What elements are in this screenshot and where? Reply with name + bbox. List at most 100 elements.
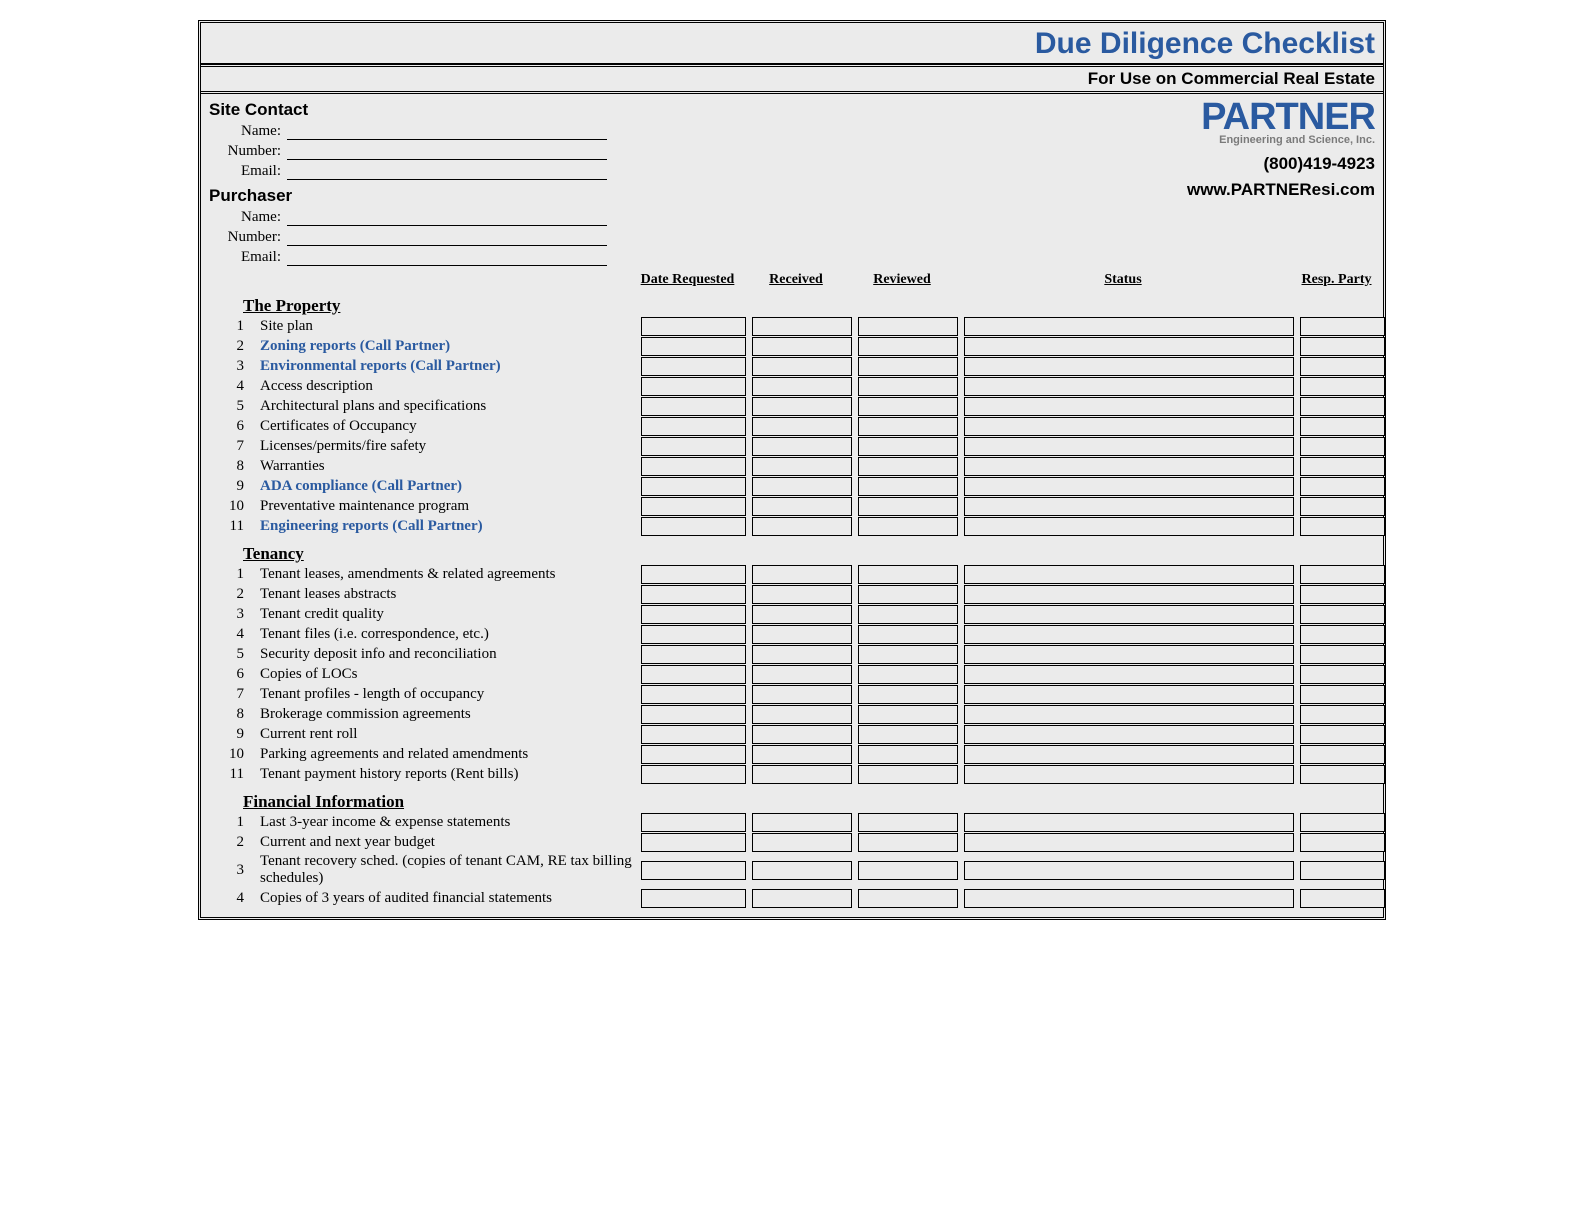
- checklist-cell[interactable]: [858, 437, 958, 456]
- checklist-cell[interactable]: [964, 833, 1294, 852]
- checklist-cell[interactable]: [858, 377, 958, 396]
- checklist-cell[interactable]: [1300, 745, 1385, 764]
- checklist-cell[interactable]: [641, 565, 746, 584]
- checklist-cell[interactable]: [964, 357, 1294, 376]
- checklist-cell[interactable]: [1300, 337, 1385, 356]
- checklist-cell[interactable]: [1300, 377, 1385, 396]
- purchaser-name-field[interactable]: [287, 208, 607, 226]
- checklist-cell[interactable]: [858, 497, 958, 516]
- checklist-cell[interactable]: [752, 357, 852, 376]
- site-contact-email-field[interactable]: [287, 162, 607, 180]
- checklist-cell[interactable]: [858, 861, 958, 880]
- checklist-cell[interactable]: [964, 497, 1294, 516]
- checklist-cell[interactable]: [752, 437, 852, 456]
- checklist-cell[interactable]: [752, 765, 852, 784]
- checklist-cell[interactable]: [641, 685, 746, 704]
- checklist-cell[interactable]: [1300, 417, 1385, 436]
- checklist-cell[interactable]: [752, 457, 852, 476]
- purchaser-email-field[interactable]: [287, 248, 607, 266]
- checklist-cell[interactable]: [641, 337, 746, 356]
- checklist-cell[interactable]: [1300, 565, 1385, 584]
- purchaser-number-field[interactable]: [287, 228, 607, 246]
- checklist-cell[interactable]: [752, 685, 852, 704]
- checklist-cell[interactable]: [752, 605, 852, 624]
- checklist-cell[interactable]: [964, 861, 1294, 880]
- checklist-cell[interactable]: [964, 517, 1294, 536]
- checklist-cell[interactable]: [641, 357, 746, 376]
- checklist-cell[interactable]: [752, 337, 852, 356]
- checklist-cell[interactable]: [1300, 517, 1385, 536]
- checklist-cell[interactable]: [752, 517, 852, 536]
- site-contact-name-field[interactable]: [287, 122, 607, 140]
- checklist-cell[interactable]: [1300, 725, 1385, 744]
- checklist-cell[interactable]: [1300, 765, 1385, 784]
- checklist-cell[interactable]: [752, 889, 852, 908]
- checklist-cell[interactable]: [641, 517, 746, 536]
- checklist-cell[interactable]: [858, 765, 958, 784]
- checklist-cell[interactable]: [641, 745, 746, 764]
- checklist-cell[interactable]: [752, 705, 852, 724]
- checklist-cell[interactable]: [858, 813, 958, 832]
- checklist-cell[interactable]: [964, 437, 1294, 456]
- checklist-cell[interactable]: [641, 417, 746, 436]
- checklist-cell[interactable]: [1300, 605, 1385, 624]
- checklist-cell[interactable]: [1300, 437, 1385, 456]
- checklist-cell[interactable]: [641, 497, 746, 516]
- checklist-cell[interactable]: [964, 457, 1294, 476]
- checklist-cell[interactable]: [752, 813, 852, 832]
- checklist-cell[interactable]: [964, 765, 1294, 784]
- checklist-cell[interactable]: [752, 861, 852, 880]
- checklist-cell[interactable]: [641, 457, 746, 476]
- checklist-cell[interactable]: [858, 705, 958, 724]
- checklist-cell[interactable]: [964, 605, 1294, 624]
- checklist-cell[interactable]: [1300, 585, 1385, 604]
- checklist-cell[interactable]: [964, 665, 1294, 684]
- checklist-cell[interactable]: [1300, 457, 1385, 476]
- checklist-cell[interactable]: [1300, 625, 1385, 644]
- checklist-cell[interactable]: [964, 813, 1294, 832]
- checklist-cell[interactable]: [641, 813, 746, 832]
- checklist-cell[interactable]: [1300, 705, 1385, 724]
- checklist-cell[interactable]: [858, 517, 958, 536]
- checklist-cell[interactable]: [641, 861, 746, 880]
- checklist-cell[interactable]: [964, 417, 1294, 436]
- checklist-cell[interactable]: [641, 437, 746, 456]
- checklist-cell[interactable]: [964, 377, 1294, 396]
- checklist-cell[interactable]: [752, 565, 852, 584]
- checklist-cell[interactable]: [1300, 813, 1385, 832]
- item-label[interactable]: Engineering reports (Call Partner): [260, 518, 635, 535]
- item-label[interactable]: Zoning reports (Call Partner): [260, 338, 635, 355]
- checklist-cell[interactable]: [964, 745, 1294, 764]
- checklist-cell[interactable]: [858, 337, 958, 356]
- checklist-cell[interactable]: [641, 397, 746, 416]
- checklist-cell[interactable]: [858, 685, 958, 704]
- checklist-cell[interactable]: [964, 685, 1294, 704]
- checklist-cell[interactable]: [752, 625, 852, 644]
- checklist-cell[interactable]: [858, 457, 958, 476]
- checklist-cell[interactable]: [752, 665, 852, 684]
- checklist-cell[interactable]: [964, 317, 1294, 336]
- checklist-cell[interactable]: [752, 725, 852, 744]
- checklist-cell[interactable]: [858, 417, 958, 436]
- checklist-cell[interactable]: [752, 645, 852, 664]
- checklist-cell[interactable]: [858, 317, 958, 336]
- checklist-cell[interactable]: [641, 377, 746, 396]
- checklist-cell[interactable]: [641, 833, 746, 852]
- item-label[interactable]: Environmental reports (Call Partner): [260, 358, 635, 375]
- item-label[interactable]: ADA compliance (Call Partner): [260, 478, 635, 495]
- checklist-cell[interactable]: [964, 585, 1294, 604]
- checklist-cell[interactable]: [858, 625, 958, 644]
- checklist-cell[interactable]: [641, 605, 746, 624]
- checklist-cell[interactable]: [641, 889, 746, 908]
- site-contact-number-field[interactable]: [287, 142, 607, 160]
- checklist-cell[interactable]: [752, 745, 852, 764]
- checklist-cell[interactable]: [1300, 317, 1385, 336]
- checklist-cell[interactable]: [752, 417, 852, 436]
- checklist-cell[interactable]: [858, 745, 958, 764]
- checklist-cell[interactable]: [1300, 685, 1385, 704]
- checklist-cell[interactable]: [964, 645, 1294, 664]
- checklist-cell[interactable]: [858, 665, 958, 684]
- checklist-cell[interactable]: [641, 725, 746, 744]
- checklist-cell[interactable]: [858, 585, 958, 604]
- checklist-cell[interactable]: [858, 605, 958, 624]
